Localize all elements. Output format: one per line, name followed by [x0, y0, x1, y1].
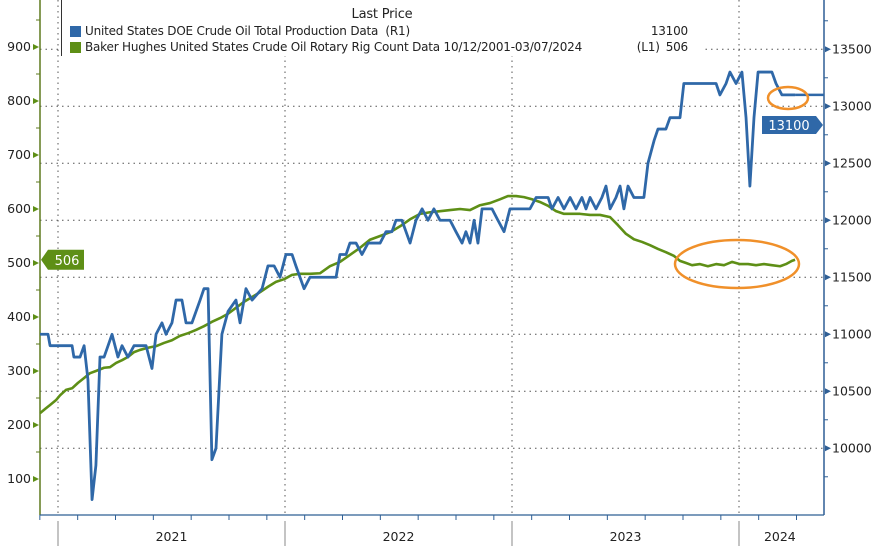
left-tick-label: 600	[7, 201, 31, 216]
right-tick-label: 13500	[832, 41, 872, 56]
x-tick-label: 2022	[383, 529, 415, 544]
x-tick-label: 2021	[156, 529, 188, 544]
left-tick-marker	[33, 98, 39, 104]
left-tick-label: 100	[7, 471, 31, 486]
left-tick-label: 500	[7, 255, 31, 270]
left-tick-label: 200	[7, 417, 31, 432]
annotation-ellipse-rigcount	[673, 238, 801, 290]
left-tick-label: 700	[7, 147, 31, 162]
left-tick-marker	[33, 368, 39, 374]
left-tick-label: 400	[7, 309, 31, 324]
series-line-rig-count	[39, 194, 796, 415]
legend: Last Price United States DOE Crude Oil T…	[61, 0, 702, 56]
legend-item-production[interactable]: United States DOE Crude Oil Total Produc…	[70, 23, 688, 39]
legend-swatch-blue	[70, 25, 81, 37]
left-tick-label: 300	[7, 363, 31, 378]
right-tick-marker	[825, 331, 831, 338]
left-tick-marker	[33, 314, 39, 320]
left-tick-marker	[33, 152, 39, 158]
right-current-value-badge	[762, 116, 823, 134]
right-tick-marker	[825, 103, 831, 110]
left-current-value-label: 506	[55, 254, 80, 269]
right-tick-marker	[825, 217, 831, 224]
legend-value: 506	[665, 40, 689, 54]
right-tick-label: 11500	[832, 269, 872, 284]
right-tick-marker	[825, 160, 831, 167]
x-tick-label: 2023	[610, 529, 642, 544]
right-tick-marker	[825, 46, 831, 53]
right-tick-marker	[825, 388, 831, 395]
legend-axis: (R1)	[385, 24, 410, 38]
legend-swatch-green	[70, 41, 81, 53]
right-tick-label: 12500	[832, 155, 872, 170]
x-tick-label: 2024	[764, 529, 796, 544]
legend-title: Last Price	[351, 7, 413, 22]
left-tick-label: 900	[7, 39, 31, 54]
legend-label: United States DOE Crude Oil Total Produc…	[85, 24, 379, 38]
left-tick-marker	[33, 422, 39, 428]
left-current-value-badge	[41, 249, 84, 270]
annotation-ellipse-production	[766, 85, 810, 111]
right-tick-label: 13000	[832, 98, 872, 113]
left-tick-marker	[33, 206, 39, 212]
right-tick-marker	[825, 445, 831, 452]
legend-label: Baker Hughes United States Crude Oil Rot…	[85, 40, 583, 54]
right-current-value-label: 13100	[768, 119, 809, 134]
right-tick-label: 12000	[832, 212, 872, 227]
left-tick-label: 800	[7, 93, 31, 108]
left-tick-marker	[33, 476, 39, 482]
series-line-production	[40, 70, 796, 501]
right-tick-label: 11000	[832, 326, 872, 341]
legend-item-rigcount[interactable]: Baker Hughes United States Crude Oil Rot…	[70, 39, 688, 55]
right-tick-label: 10500	[832, 383, 872, 398]
right-tick-marker	[825, 274, 831, 281]
legend-axis: (L1)	[636, 40, 660, 54]
right-tick-label: 10000	[832, 440, 872, 455]
legend-value: 13100	[650, 24, 688, 38]
left-tick-marker	[33, 44, 39, 50]
left-tick-marker	[33, 260, 39, 266]
